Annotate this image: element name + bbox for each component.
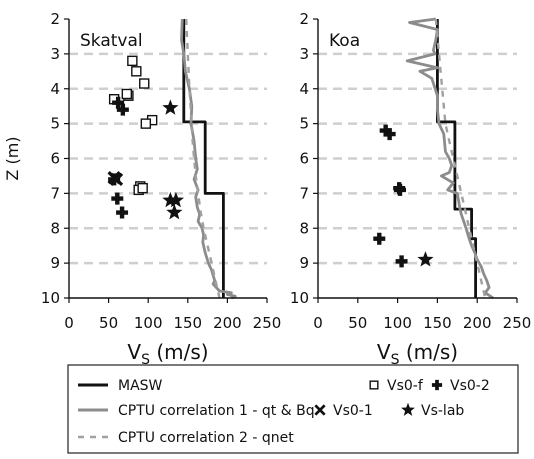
point-vs-lab — [417, 251, 434, 267]
x-tick-label: 200 — [463, 314, 492, 332]
point-vs0-2 — [116, 103, 129, 116]
y-tick-label: 6 — [299, 150, 309, 168]
point-vs0-2 — [111, 192, 124, 205]
y-tick-label: 5 — [299, 115, 309, 133]
point-vs0-f — [131, 66, 142, 77]
legend-label: Vs0-2 — [450, 378, 490, 394]
series-masw — [182, 19, 225, 298]
x-tick-label: 100 — [134, 314, 163, 332]
x-tick-label: 0 — [64, 314, 74, 332]
point-vs0-2 — [379, 124, 392, 137]
y-tick-label: 7 — [299, 184, 309, 202]
x-tick-label: 250 — [253, 314, 282, 332]
panel-koa: 2 3 4 5 6 7 8 9 100 50 100 150 200 250 Koa VS (m/s) — [290, 10, 531, 368]
x-tick-label: 50 — [348, 314, 367, 332]
series-masw — [435, 19, 478, 298]
panel-title: Skatval — [80, 31, 143, 51]
legend-label: Vs0-1 — [333, 403, 373, 419]
point-vs0-2 — [116, 206, 129, 219]
y-tick-label: 3 — [299, 45, 309, 63]
legend-symbol-cross — [314, 404, 326, 416]
point-vs0-2 — [383, 128, 396, 141]
series-cptu-correlation-2-qnet — [185, 18, 221, 299]
y-tick-label: 9 — [50, 254, 60, 272]
legend-symbol-square — [369, 380, 379, 390]
x-tick-label: 250 — [503, 314, 532, 332]
x-axis-label: VS (m/s) — [377, 340, 458, 368]
point-vs0-f — [127, 55, 138, 67]
legend: MASW CPTU correlation 1 - qt & Bq CPTU cor… — [67, 364, 519, 454]
point-vs0-2 — [395, 255, 408, 268]
x-tick-label: 150 — [173, 314, 202, 332]
point-vs-lab — [166, 204, 183, 220]
x-tick-label: 50 — [99, 314, 118, 332]
point-vs0-f — [137, 182, 148, 194]
point-vs0-f — [139, 78, 150, 89]
legend-label: Vs0-f — [387, 378, 424, 394]
legend-label: MASW — [118, 378, 163, 394]
y-tick-label: 10 — [290, 289, 309, 307]
point-vs0-f — [121, 88, 133, 100]
series-cptu-correlation-1-qt-bq — [405, 17, 494, 300]
y-tick-label: 7 — [50, 184, 60, 202]
y-tick-label: 8 — [50, 219, 60, 237]
point-vs0-2 — [373, 232, 386, 245]
x-axis-label: VS (m/s) — [127, 340, 208, 368]
y-tick-label: 5 — [50, 115, 60, 133]
point-vs0-1 — [109, 172, 124, 187]
y-tick-label: 9 — [299, 254, 309, 272]
y-tick-label: 6 — [50, 150, 60, 168]
y-tick-label: 8 — [299, 219, 309, 237]
panel-skatval: 2 3 4 5 6 7 8 9 100 50 100 150 200 250 Skatval VS (m/s)… — [3, 10, 281, 368]
legend-label: CPTU correlation 2 - qnet — [118, 430, 294, 446]
y-tick-label: 10 — [41, 289, 60, 307]
point-vs-lab — [162, 99, 179, 115]
y-tick-label: 4 — [299, 80, 309, 98]
panel-title: Koa — [329, 31, 360, 51]
legend-label: CPTU correlation 1 - qt & Bq — [118, 403, 315, 419]
series-cptu-correlation-2-qnet — [434, 18, 487, 299]
point-vs0-2 — [393, 183, 406, 196]
point-vs0-f — [140, 118, 152, 129]
point-vs0-2 — [112, 96, 125, 109]
legend-symbol-star — [401, 402, 415, 416]
x-tick-label: 0 — [313, 314, 323, 332]
x-tick-label: 200 — [213, 314, 242, 332]
x-tick-label: 150 — [423, 314, 452, 332]
legend-box — [67, 364, 519, 454]
x-tick-label: 100 — [383, 314, 412, 332]
y-tick-label: 2 — [50, 10, 60, 28]
y-tick-label: 3 — [50, 45, 60, 63]
y-axis-label: Z (m) — [3, 136, 22, 180]
legend-label: Vs-lab — [421, 403, 464, 419]
y-tick-label: 4 — [50, 80, 60, 98]
y-tick-label: 2 — [299, 10, 309, 28]
point-vs-lab — [167, 191, 184, 208]
legend-symbol-plus — [431, 379, 443, 391]
